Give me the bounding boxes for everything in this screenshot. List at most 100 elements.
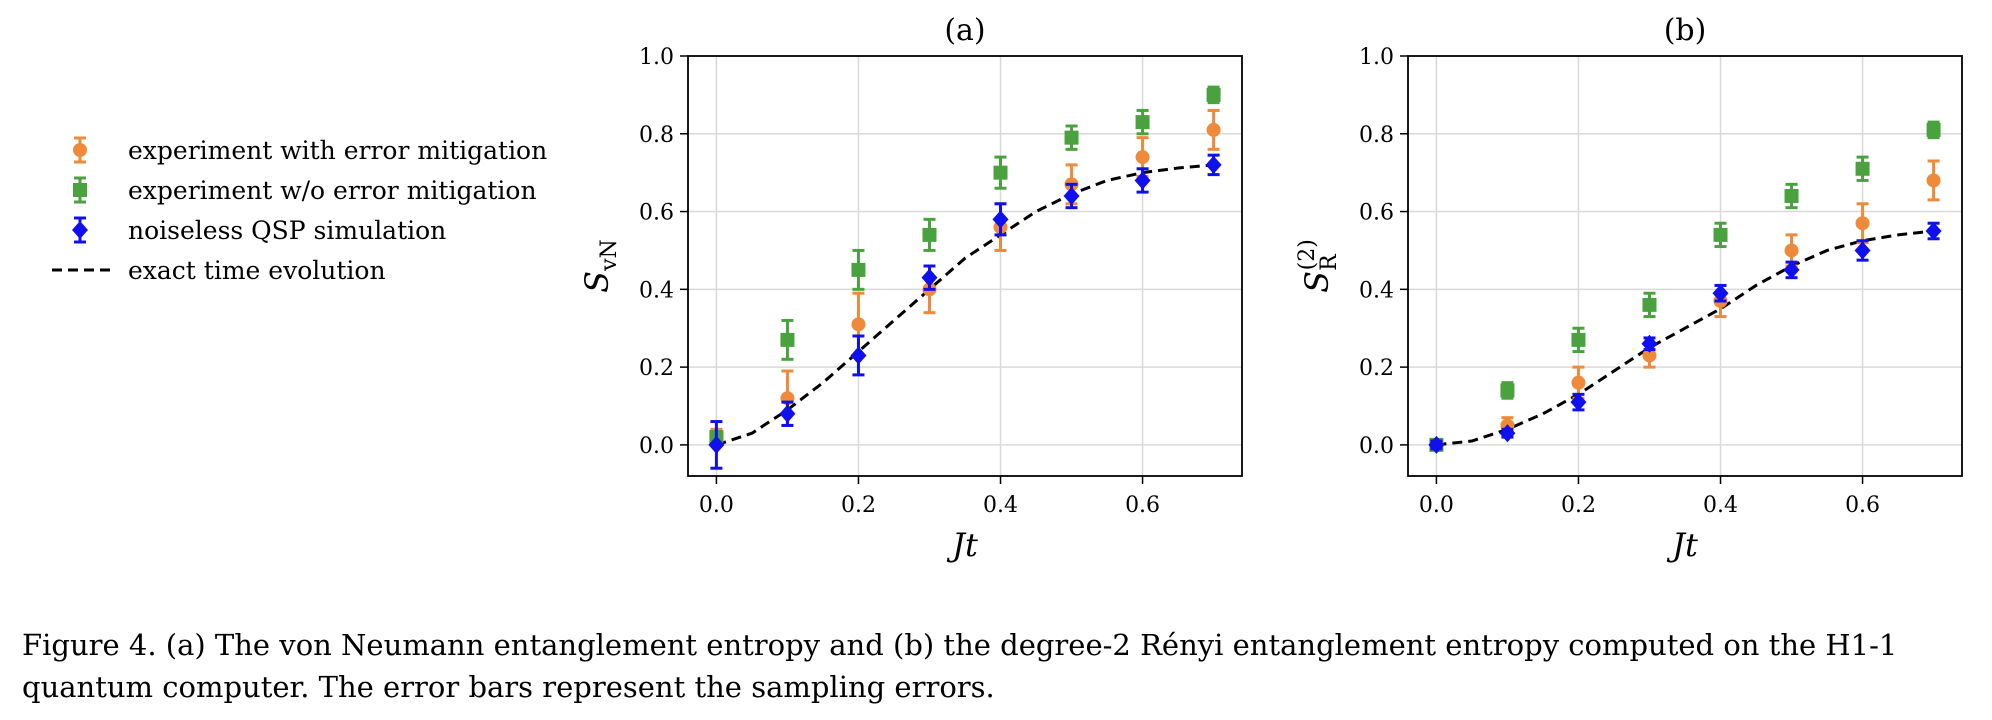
marker-circle xyxy=(1642,348,1657,363)
marker-diamond xyxy=(1063,187,1080,205)
legend-item-mitigated: experiment with error mitigation xyxy=(40,130,560,170)
green-square-marker-icon xyxy=(73,176,87,204)
legend-item-unmitigated: experiment w/o error mitigation xyxy=(40,170,560,210)
marker-square xyxy=(1784,189,1799,203)
marker-diamond xyxy=(1712,284,1729,303)
y-tick-label: 0.8 xyxy=(639,123,674,148)
marker-diamond xyxy=(1499,424,1516,443)
marker-diamond xyxy=(779,404,796,423)
legend-label: experiment w/o error mitigation xyxy=(128,176,537,205)
orange-circle-marker-icon xyxy=(73,136,87,164)
dashed-line-icon xyxy=(52,268,110,272)
data-point xyxy=(1925,221,1942,241)
marker-circle xyxy=(1206,122,1221,137)
data-point xyxy=(1855,202,1870,245)
data-point xyxy=(1855,155,1870,182)
x-tick-label: 0.0 xyxy=(1419,493,1454,518)
marker-diamond xyxy=(992,210,1009,229)
caption-line-2: quantum computer. The error bars represe… xyxy=(22,670,995,704)
marker-square xyxy=(1571,332,1586,347)
data-point xyxy=(993,155,1008,190)
data-point xyxy=(1206,108,1221,151)
data-point xyxy=(1134,167,1151,194)
y-axis-label: SvN xyxy=(578,239,622,293)
legend-item-simulation: noiseless QSP simulation xyxy=(40,210,560,250)
y-tick-label: 0.0 xyxy=(1359,434,1394,459)
exact-evolution-line xyxy=(715,163,1214,447)
marker-square xyxy=(1206,87,1221,102)
data-point xyxy=(1499,424,1516,443)
data-point xyxy=(1926,159,1941,202)
marker-square xyxy=(851,262,866,277)
marker-diamond xyxy=(1854,241,1871,260)
data-point xyxy=(779,400,796,427)
marker-diamond xyxy=(1134,171,1151,190)
data-point xyxy=(992,202,1009,237)
y-tick-label: 0.8 xyxy=(1359,123,1394,148)
data-point xyxy=(1063,182,1080,210)
data-point xyxy=(1712,283,1729,303)
legend-item-exact: exact time evolution xyxy=(40,250,560,290)
x-tick-label: 0.4 xyxy=(983,493,1018,518)
x-tick-label: 0.6 xyxy=(1845,493,1880,518)
y-tick-label: 0.0 xyxy=(639,434,674,459)
exact-evolution-line xyxy=(1436,229,1934,447)
axes-frame xyxy=(1407,55,1963,477)
caption-line-1: Figure 4. (a) The von Neumann entangleme… xyxy=(22,628,1898,662)
x-tick-label: 0.2 xyxy=(1561,493,1596,518)
x-tick-label: 0.6 xyxy=(1125,493,1160,518)
marker-diamond xyxy=(1428,435,1445,454)
marker-circle xyxy=(1855,216,1870,231)
x-tick-label: 0.4 xyxy=(1703,493,1738,518)
data-point xyxy=(780,318,795,361)
y-axis-label: SR(2) xyxy=(1295,239,1342,293)
marker-diamond xyxy=(1783,260,1800,279)
marker-circle xyxy=(851,317,866,332)
data-point xyxy=(1854,239,1871,262)
marker-square xyxy=(1135,115,1150,130)
y-tick-label: 1.0 xyxy=(1359,45,1394,70)
chart-title: (b) xyxy=(1664,13,1707,48)
marker-square xyxy=(1926,122,1941,137)
marker-circle xyxy=(1135,150,1150,165)
data-point xyxy=(1500,381,1515,400)
marker-diamond xyxy=(850,346,867,365)
y-tick-label: 0.4 xyxy=(1359,278,1394,303)
marker-square xyxy=(780,332,795,347)
marker-diamond xyxy=(708,435,725,454)
marker-square xyxy=(1064,130,1079,145)
data-point xyxy=(1428,435,1445,454)
y-tick-label: 1.0 xyxy=(639,45,674,70)
y-tick-label: 0.6 xyxy=(1359,201,1394,226)
marker-diamond xyxy=(1925,222,1942,240)
data-point xyxy=(1642,291,1657,319)
data-point xyxy=(851,248,866,291)
x-tick-label: 0.0 xyxy=(699,493,734,518)
y-tick-label: 0.2 xyxy=(1359,356,1394,381)
marker-square xyxy=(1855,161,1870,176)
marker-diamond xyxy=(1641,334,1658,353)
data-point xyxy=(1064,124,1079,151)
y-tick-label: 0.2 xyxy=(639,356,674,381)
marker-diamond xyxy=(1205,155,1222,174)
marker-square xyxy=(1713,227,1728,242)
marker-diamond xyxy=(921,268,938,287)
data-point xyxy=(1713,221,1728,249)
legend-label: experiment with error mitigation xyxy=(128,136,548,165)
x-axis-label: Jt xyxy=(1666,526,1698,564)
data-point xyxy=(1205,153,1222,177)
figure-caption: Figure 4. (a) The von Neumann entangleme… xyxy=(22,624,1982,708)
data-point xyxy=(708,420,725,470)
data-point xyxy=(922,217,937,252)
data-point xyxy=(1570,392,1587,412)
marker-circle xyxy=(1571,375,1586,390)
x-tick-label: 0.2 xyxy=(841,493,876,518)
data-point xyxy=(1206,85,1221,105)
marker-square xyxy=(993,165,1008,180)
data-point xyxy=(1784,182,1799,210)
data-point xyxy=(921,264,938,291)
data-point xyxy=(1135,108,1150,136)
figure: experiment with error mitigation experim… xyxy=(40,13,1963,564)
chart-a: 0.0 0.2 0.4 0.6 0.8 1.0 0.0 0.2 0.4 0.6 (a) Jt SvN xyxy=(578,13,1243,564)
marker-square xyxy=(1500,383,1515,398)
